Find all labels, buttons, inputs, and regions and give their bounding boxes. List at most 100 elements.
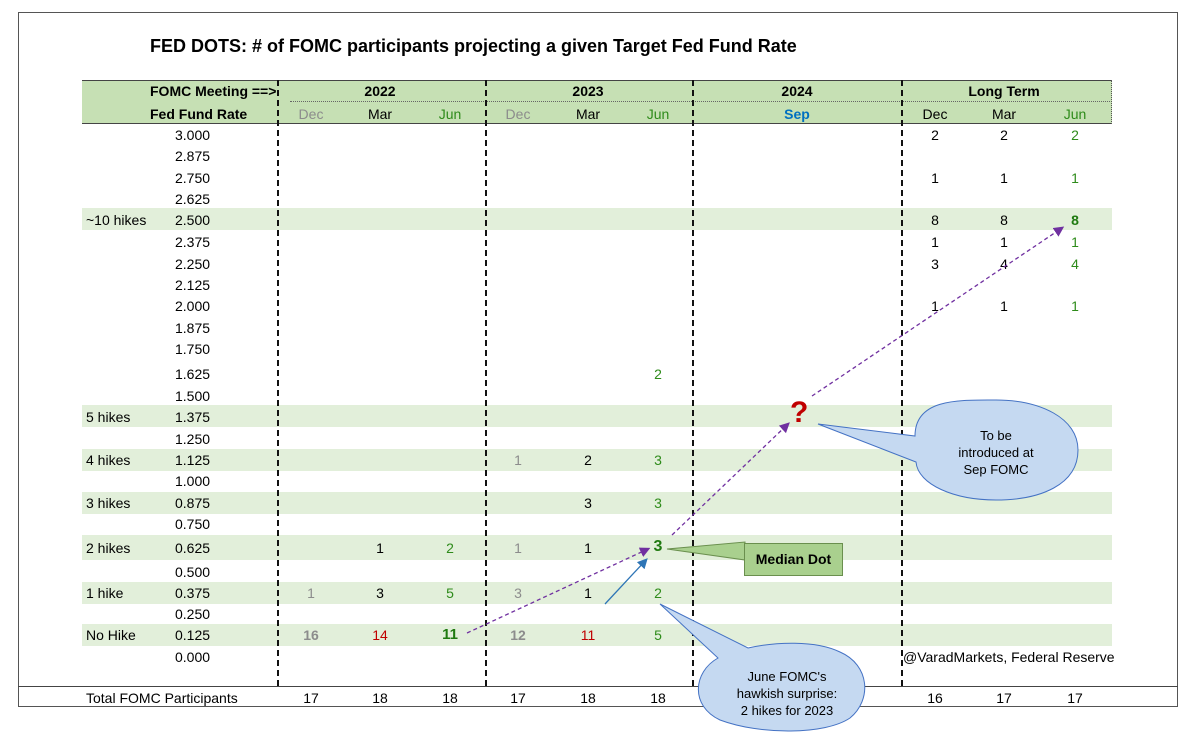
dot-count: 4: [1071, 256, 1079, 272]
group-2024: 2024: [781, 83, 813, 99]
rate-value: 1.500: [175, 388, 211, 404]
callout-line: Sep FOMC: [963, 462, 1029, 477]
callout-line: To be: [980, 428, 1012, 443]
rate-value: 1.125: [175, 452, 211, 468]
dot-count: 2: [446, 540, 454, 556]
month-2023-jun: Jun: [646, 106, 670, 122]
total-count: 17: [510, 690, 526, 706]
table-frame: [18, 12, 1178, 707]
month-lt-mar: Mar: [991, 106, 1017, 122]
hike-label-1: 1 hike: [86, 585, 124, 601]
rate-value: 2.625: [175, 191, 211, 207]
row-band-5-hikes: [82, 405, 1112, 427]
rate-value: 1.375: [175, 409, 211, 425]
totals-label: Total FOMC Participants: [86, 690, 238, 706]
rate-value: 2.750: [175, 170, 211, 186]
callout-line: 2 hikes for 2023: [740, 703, 834, 718]
rate-value: 2.875: [175, 148, 211, 164]
dot-count: 12: [510, 627, 526, 643]
hike-label-10: ~10 hikes: [86, 212, 147, 228]
callout-line: hawkish surprise:: [736, 686, 838, 701]
dot-count: 1: [1071, 170, 1079, 186]
sep-callout-text: To be introduced at Sep FOMC: [930, 427, 1062, 478]
hike-label-none: No Hike: [86, 627, 136, 643]
month-2023-dec: Dec: [505, 106, 531, 122]
dot-count: 1: [931, 170, 939, 186]
rate-value: 0.875: [175, 495, 211, 511]
dot-count: 1: [931, 234, 939, 250]
month-lt-dec: Dec: [922, 106, 948, 122]
table-header: [82, 80, 1112, 124]
dot-count: 1: [1000, 170, 1008, 186]
row-band-no-hike: [82, 624, 1112, 646]
dot-count: 3: [376, 585, 384, 601]
total-count: 16: [927, 690, 943, 706]
rate-value: 3.000: [175, 127, 211, 143]
row-band-4-hikes: [82, 449, 1112, 471]
dot-count: 1: [1000, 298, 1008, 314]
dot-count: 3: [584, 495, 592, 511]
dot-count: 11: [442, 626, 458, 643]
callout-line: introduced at: [958, 445, 1034, 460]
dot-count: 3: [931, 256, 939, 272]
row-band-2-hikes: [82, 535, 1112, 560]
hike-label-5: 5 hikes: [86, 409, 131, 425]
dot-count: 3: [654, 452, 662, 468]
dot-count: 8: [1071, 212, 1079, 228]
rate-value: 1.875: [175, 320, 211, 336]
rate-value: 1.750: [175, 341, 211, 357]
dot-count: 2: [1000, 127, 1008, 143]
dot-count: 1: [514, 540, 522, 556]
column-separator: [485, 80, 487, 686]
group-2023: 2023: [572, 83, 604, 99]
rate-value: 2.125: [175, 277, 211, 293]
dot-count: 2: [1071, 127, 1079, 143]
month-2022-dec: Dec: [298, 106, 324, 122]
rate-value: 2.375: [175, 234, 211, 250]
rate-value: 0.625: [175, 540, 211, 556]
sep-callout-bubble: [817, 399, 1079, 501]
dot-count: 8: [931, 212, 939, 228]
column-separator: [901, 80, 903, 686]
dot-count: 2: [931, 127, 939, 143]
row-band-3-hikes: [82, 492, 1112, 514]
group-2022: 2022: [364, 83, 396, 99]
dot-count: 8: [1000, 212, 1008, 228]
dot-count: 1: [514, 452, 522, 468]
rate-value: 1.625: [175, 366, 211, 382]
column-separator: [1111, 80, 1112, 124]
dot-count: 1: [376, 540, 384, 556]
dot-count: 1: [1000, 234, 1008, 250]
dot-count: 3: [514, 585, 522, 601]
rate-value: 2.000: [175, 298, 211, 314]
total-count: 18: [442, 690, 458, 706]
rate-value: 0.000: [175, 649, 211, 665]
rate-value: 0.750: [175, 516, 211, 532]
column-separator: [277, 80, 279, 686]
rate-value: 1.250: [175, 431, 211, 447]
dot-count: 1: [307, 585, 315, 601]
meeting-label: FOMC Meeting ==>: [150, 83, 277, 99]
rate-value: 2.500: [175, 212, 211, 228]
rate-value: 0.125: [175, 627, 211, 643]
header-divider: [290, 101, 1112, 102]
hike-label-2: 2 hikes: [86, 540, 131, 556]
row-band-10-hikes: [82, 208, 1112, 230]
page-title: FED DOTS: # of FOMC participants project…: [150, 36, 797, 56]
median-pointer: [666, 541, 746, 561]
dot-count: 1: [931, 298, 939, 314]
month-2022-jun: Jun: [438, 106, 462, 122]
june-callout-bubble: [659, 603, 866, 732]
month-2022-mar: Mar: [367, 106, 393, 122]
dot-count: 2: [584, 452, 592, 468]
median-dot-label: Median Dot: [744, 543, 843, 576]
trend-arrow: [466, 547, 651, 634]
dot-count: 2: [654, 366, 662, 382]
dot-count: 16: [303, 627, 319, 643]
median-dot-value: 3: [653, 538, 663, 555]
rate-value: 0.375: [175, 585, 211, 601]
dot-count: 1: [1071, 234, 1079, 250]
rate-value: 2.250: [175, 256, 211, 272]
dot-count: 2: [654, 585, 662, 601]
